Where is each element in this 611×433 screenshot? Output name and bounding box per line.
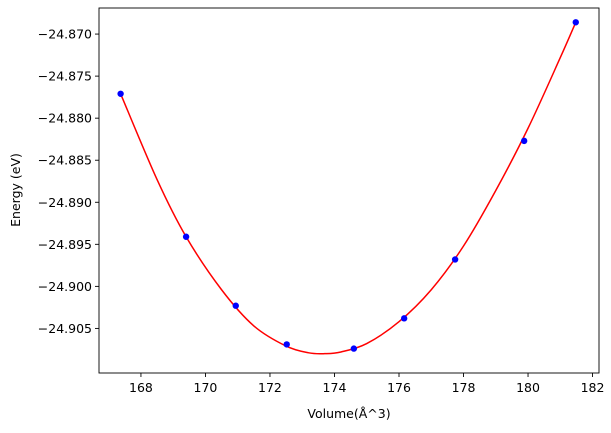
- y-tick-label: −24.870: [38, 27, 92, 42]
- x-tick-label: 174: [323, 380, 347, 395]
- x-tick-label: 178: [452, 380, 476, 395]
- x-tick-label: 170: [194, 380, 218, 395]
- y-tick-label: −24.880: [38, 111, 92, 126]
- x-axis-label: Volume(Å^3): [307, 406, 390, 421]
- data-point: [232, 302, 239, 309]
- y-tick-label: −24.890: [38, 195, 92, 210]
- y-axis: −24.905 −24.900 −24.895 −24.890 −24.885 −24.8…: [38, 27, 99, 336]
- data-point: [400, 315, 408, 322]
- x-axis: 168 170 172 174 176 178 180 182: [129, 373, 604, 395]
- y-tick-label: −24.905: [38, 321, 92, 336]
- y-tick-label: −24.885: [38, 153, 92, 168]
- data-point: [117, 90, 124, 97]
- y-tick-label: −24.895: [38, 237, 92, 252]
- x-tick-label: 168: [129, 380, 153, 395]
- data-point: [520, 137, 528, 145]
- x-tick-label: 176: [387, 380, 411, 395]
- data-points: [117, 19, 579, 352]
- data-point: [572, 19, 579, 26]
- y-tick-label: −24.875: [38, 69, 92, 84]
- y-axis-label: Energy (eV): [8, 153, 23, 227]
- x-tick-label: 180: [516, 380, 540, 395]
- data-point: [350, 345, 358, 352]
- fit-curve-line: [119, 21, 577, 355]
- y-tick-label: −24.900: [38, 279, 92, 294]
- x-tick-label: 182: [581, 380, 605, 395]
- data-point: [451, 256, 459, 263]
- plot-frame: [98, 7, 600, 374]
- fit-curves: [119, 21, 577, 355]
- x-tick-label: 172: [258, 380, 282, 395]
- data-point: [283, 341, 290, 348]
- data-point: [182, 233, 190, 240]
